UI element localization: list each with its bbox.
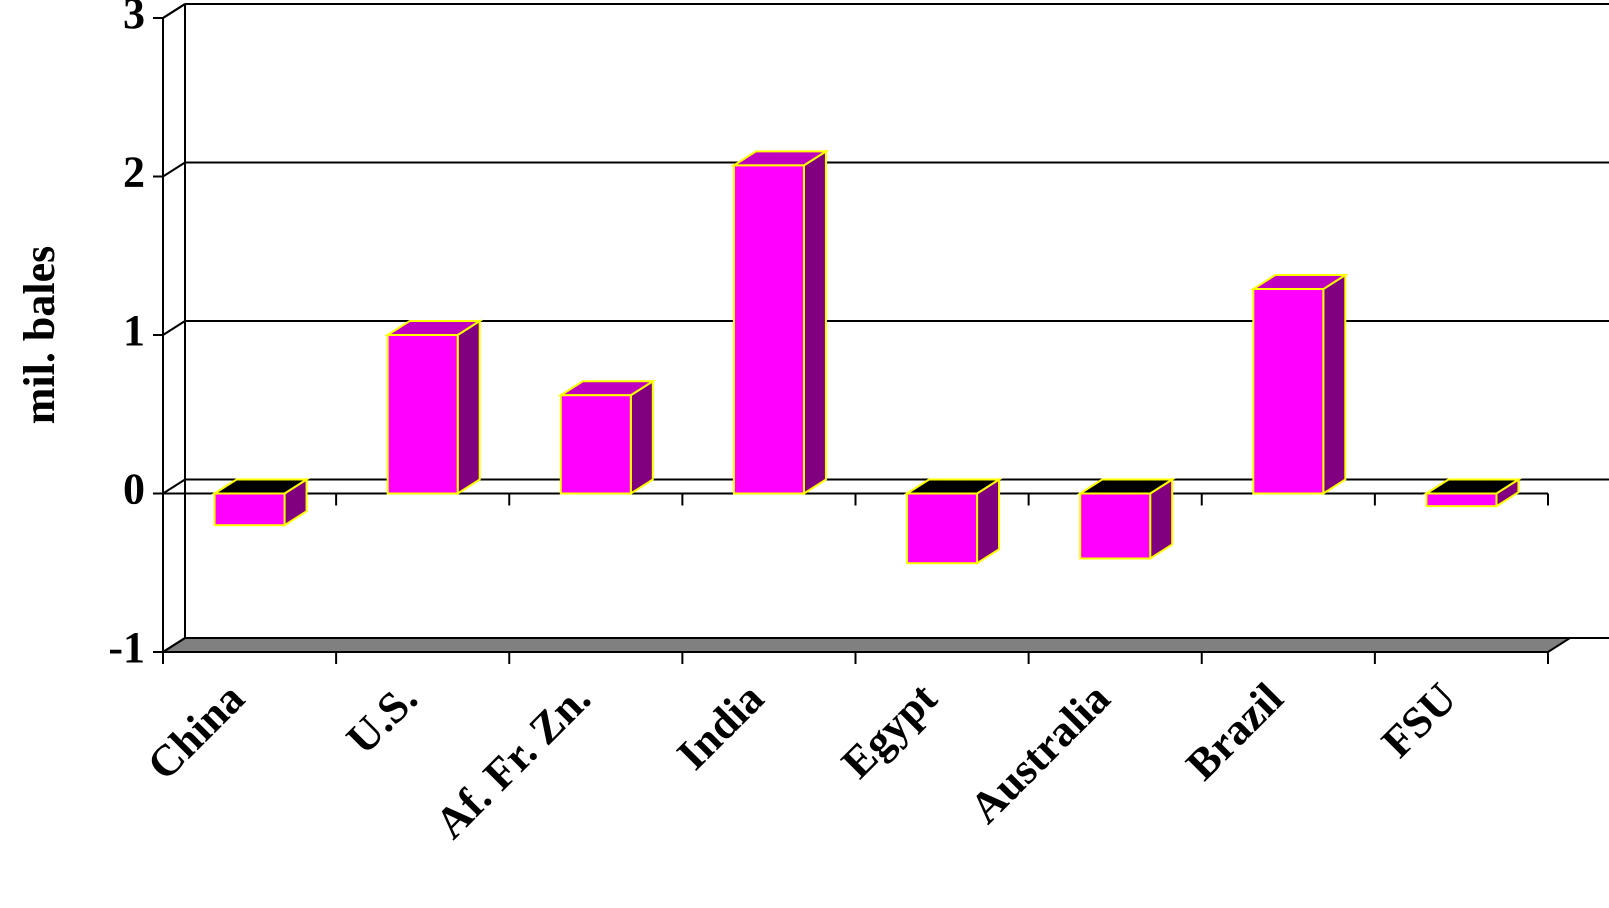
y-tick-label: 2 xyxy=(123,148,145,197)
tick-depth xyxy=(162,3,186,19)
y-tick-label: 3 xyxy=(123,0,145,38)
x-tick-label: Australia xyxy=(960,674,1119,833)
bar-group xyxy=(211,477,310,528)
y-axis-label: mil. bales xyxy=(15,246,64,424)
y-tick-label: -1 xyxy=(108,623,145,672)
x-tick-label: Brazil xyxy=(1177,674,1293,790)
bar-group xyxy=(1249,273,1349,496)
y-tick-label: 0 xyxy=(123,465,145,514)
bar-group xyxy=(557,379,657,496)
bar-side xyxy=(802,149,827,496)
y-tick-label: 1 xyxy=(123,306,145,355)
bar-group xyxy=(384,319,484,496)
bar-side xyxy=(629,379,654,496)
bar xyxy=(1079,492,1152,560)
bar xyxy=(1252,288,1325,495)
bar xyxy=(732,164,805,495)
bar xyxy=(906,492,979,565)
tick-depth xyxy=(162,478,186,495)
tick-depth xyxy=(162,161,186,178)
bar-group xyxy=(730,149,830,496)
bar xyxy=(386,334,459,495)
bar xyxy=(213,492,286,527)
x-tick-label: India xyxy=(668,674,774,780)
tick-depth xyxy=(162,320,186,336)
bar-side xyxy=(456,319,481,496)
floor xyxy=(159,637,1574,653)
bar-side xyxy=(1322,273,1347,496)
x-tick-label: U.S. xyxy=(337,674,427,764)
bar-group xyxy=(903,477,1003,566)
bar-group xyxy=(1423,477,1522,509)
bar-group xyxy=(1076,477,1176,561)
bar xyxy=(1425,492,1498,508)
x-tick-label: FSU xyxy=(1372,674,1465,767)
bar xyxy=(559,394,632,495)
x-tick-label: Egypt xyxy=(832,673,946,787)
tick-depth xyxy=(162,637,186,653)
x-tick-label: China xyxy=(138,674,254,790)
x-tick-label: Af. Fr. Zn. xyxy=(426,674,600,848)
